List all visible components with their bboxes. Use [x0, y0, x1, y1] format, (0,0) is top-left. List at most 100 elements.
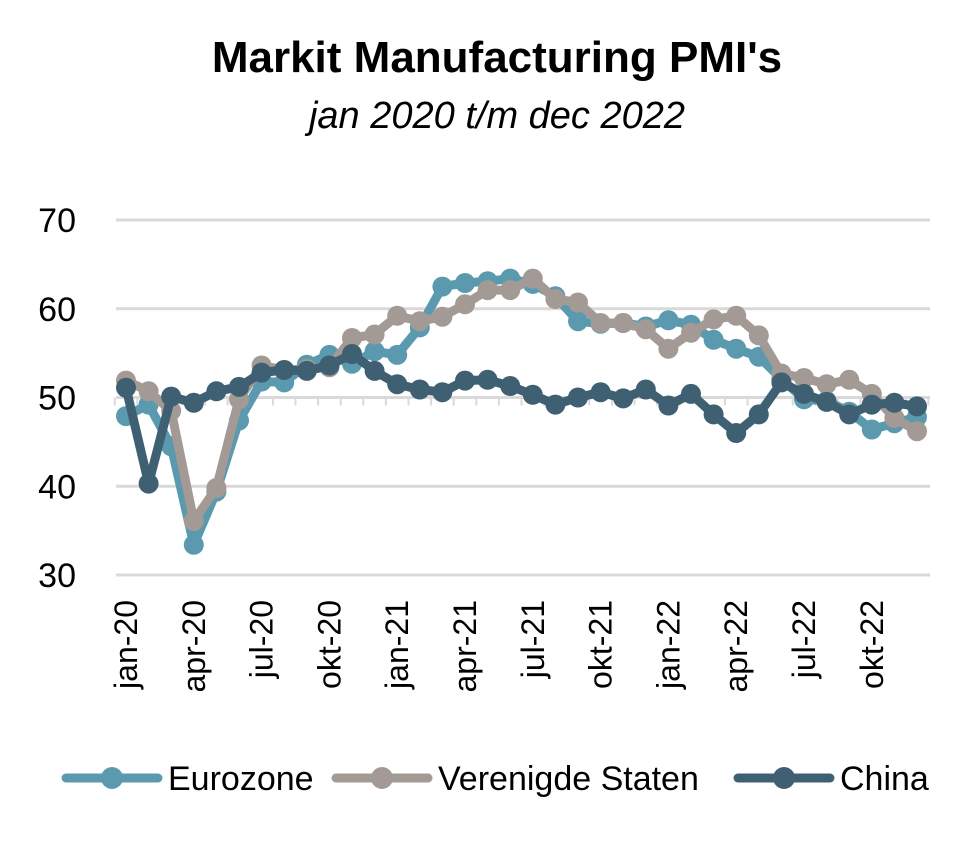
data-point: [726, 423, 747, 443]
data-point: [726, 305, 747, 326]
legend-label: China: [840, 760, 929, 798]
data-point: [884, 392, 905, 413]
data-point: [590, 313, 611, 333]
data-point: [364, 360, 385, 381]
legend-swatch-marker: [371, 767, 393, 789]
data-point: [522, 384, 543, 405]
data-point: [907, 396, 927, 417]
data-point: [274, 360, 295, 380]
data-point: [748, 404, 769, 425]
data-point: [635, 379, 656, 400]
data-point: [816, 374, 837, 395]
series-china: [116, 344, 927, 494]
data-point: [364, 341, 385, 362]
data-point: [568, 292, 588, 313]
data-point: [861, 419, 882, 440]
x-tick-label: jan-20: [108, 600, 144, 690]
data-point: [726, 338, 747, 359]
data-point: [138, 473, 159, 494]
data-point: [568, 387, 588, 408]
data-point: [703, 329, 724, 350]
x-tick-label: apr-21: [447, 600, 483, 693]
data-point: [364, 324, 385, 345]
x-tick-label: jan-21: [379, 600, 415, 690]
data-point: [455, 294, 475, 315]
legend: Eurozone Verenigde Staten China: [61, 760, 929, 798]
y-axis: 30 40 50 60 70: [38, 202, 76, 595]
legend-item: China: [733, 760, 929, 798]
data-point: [839, 369, 860, 390]
data-point: [500, 280, 521, 301]
x-tick-label: jul-21: [515, 600, 551, 679]
data-point: [342, 344, 362, 364]
y-tick-label: 60: [38, 291, 76, 329]
y-tick-label: 70: [38, 202, 76, 240]
series-group: [116, 268, 927, 555]
data-point: [161, 386, 182, 407]
y-tick-label: 40: [38, 468, 76, 506]
data-point: [387, 305, 408, 326]
data-point: [590, 382, 611, 403]
data-point: [387, 344, 408, 365]
data-point: [703, 309, 724, 330]
data-point: [545, 394, 566, 415]
data-point: [748, 325, 769, 346]
legend-swatch-marker: [101, 767, 123, 789]
data-point: [477, 369, 498, 390]
data-point: [206, 478, 227, 498]
data-point: [794, 383, 814, 404]
data-point: [342, 328, 362, 348]
data-point: [658, 395, 679, 416]
x-tick-label: apr-22: [718, 600, 754, 693]
data-point: [229, 376, 249, 397]
x-tick-label: okt-22: [854, 600, 890, 689]
data-point: [907, 421, 927, 442]
data-point: [794, 368, 814, 388]
data-point: [658, 338, 679, 359]
x-tick-label: apr-20: [176, 600, 212, 693]
data-point: [183, 510, 204, 531]
legend-item: Eurozone: [61, 760, 314, 798]
data-point: [409, 311, 430, 332]
data-point: [251, 362, 272, 383]
data-point: [681, 383, 701, 404]
data-point: [839, 404, 860, 425]
data-point: [455, 370, 475, 391]
data-point: [183, 392, 204, 413]
legend-swatch-marker: [773, 767, 795, 789]
x-tick-label: okt-20: [311, 600, 347, 689]
data-point: [319, 355, 340, 376]
data-point: [206, 381, 227, 402]
chart-subtitle: jan 2020 t/m dec 2022: [304, 95, 685, 137]
data-point: [477, 280, 498, 301]
data-point: [613, 388, 634, 409]
y-tick-label: 30: [38, 557, 76, 595]
x-tick-label: jan-22: [650, 600, 686, 690]
data-point: [658, 310, 679, 331]
x-tick-label: jul-20: [244, 600, 280, 679]
legend-item: Verenigde Staten: [331, 760, 699, 798]
data-point: [455, 273, 475, 293]
legend-label: Verenigde Staten: [438, 760, 699, 798]
data-point: [432, 382, 453, 403]
x-tick-label: jul-22: [786, 600, 822, 679]
series-line: [121, 274, 922, 550]
data-point: [500, 376, 521, 396]
chart-title: Markit Manufacturing PMI's: [212, 33, 782, 82]
data-point: [116, 377, 136, 398]
data-point: [613, 313, 634, 333]
data-point: [138, 381, 159, 402]
data-point: [522, 268, 543, 289]
x-axis: jan-20 apr-20 jul-20 okt-20 jan-21 apr-21 jul-…: [108, 397, 930, 693]
data-point: [409, 379, 430, 400]
data-point: [387, 374, 408, 395]
data-point: [681, 322, 701, 343]
data-point: [703, 404, 724, 425]
data-point: [771, 372, 792, 393]
data-point: [296, 360, 317, 381]
data-point: [861, 394, 882, 415]
data-point: [884, 407, 905, 428]
x-tick-label: okt-21: [583, 600, 619, 689]
data-point: [635, 319, 656, 340]
